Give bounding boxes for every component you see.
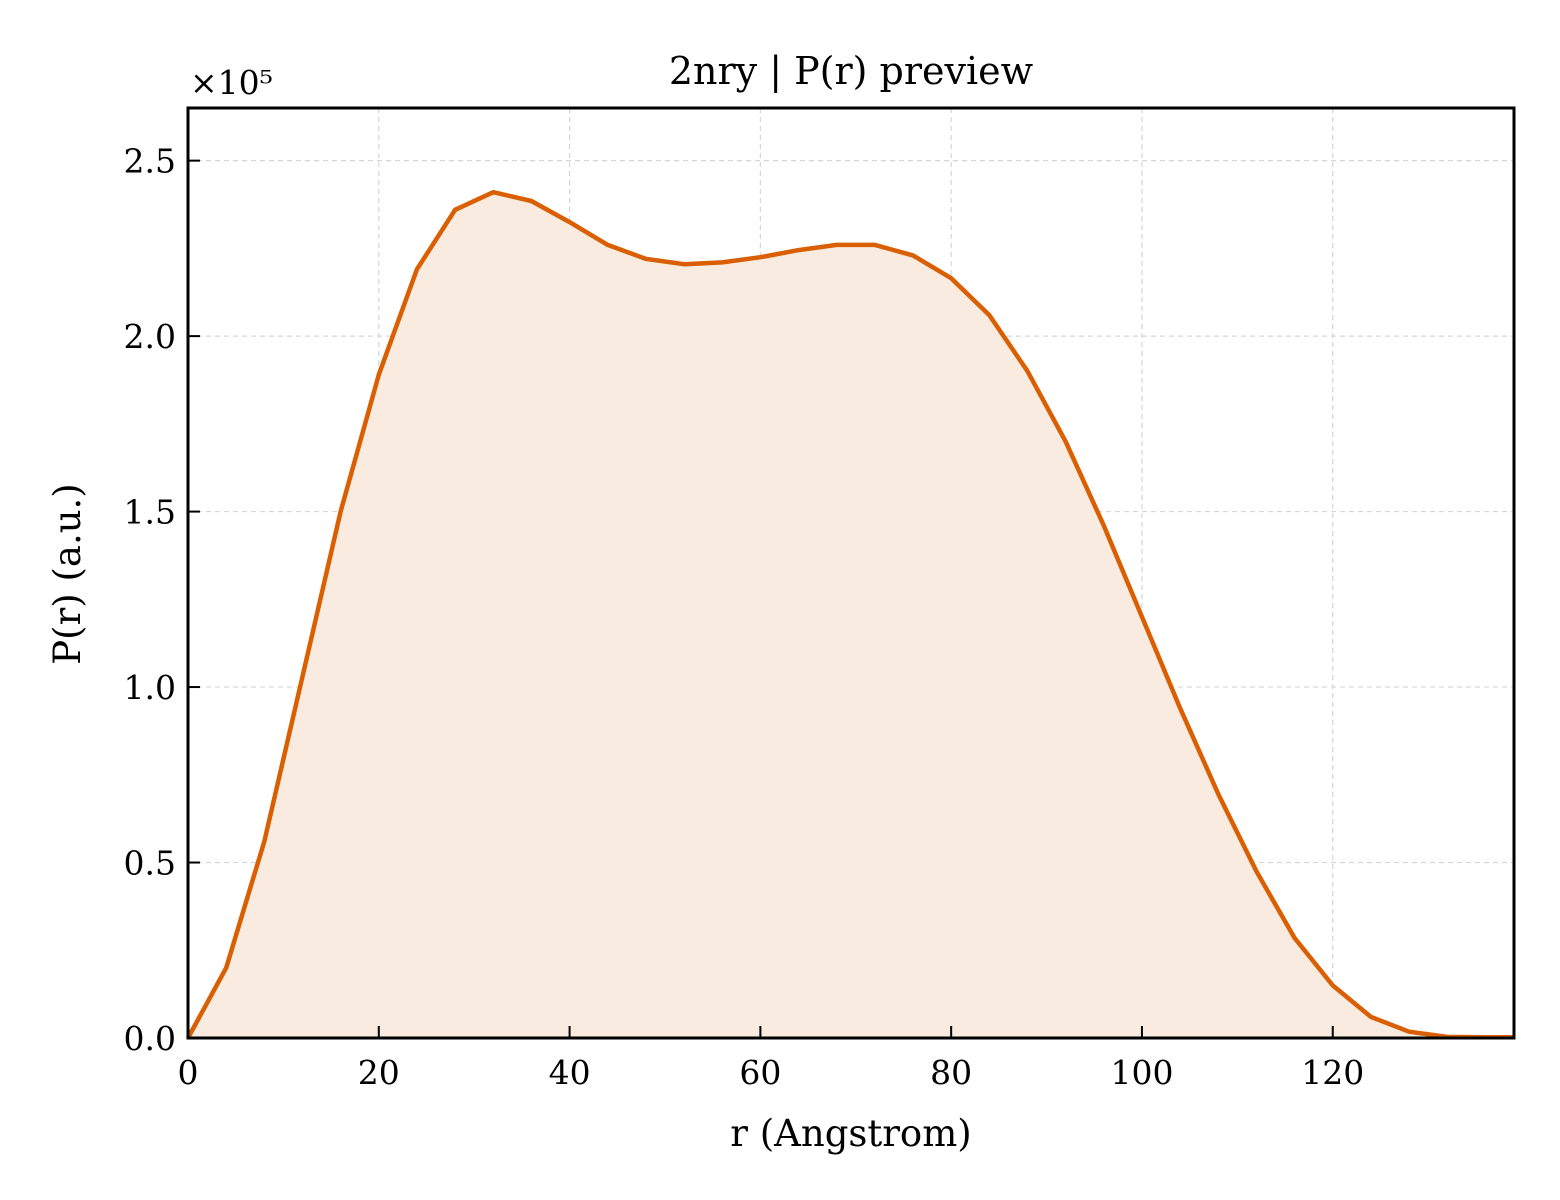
pr-series-line [186,189,1514,1040]
x-axis-label: r (Angstrom) [730,1112,971,1155]
y-tick-label: 0.5 [124,844,176,883]
plot-frame [186,106,1516,1040]
x-tick-label: 40 [549,1053,591,1092]
x-tick-label: 80 [930,1053,972,1092]
y-scale-exponent-label: ×10⁵ [190,63,273,102]
y-axis-label: P(r) (a.u.) [46,483,89,665]
y-tick-label: 2.0 [124,317,176,356]
pr-area-fill [188,192,1514,1038]
x-tick-label: 0 [178,1053,199,1092]
y-tick-label: 1.0 [124,668,176,707]
y-tick-label: 2.5 [124,142,176,181]
x-tick-label: 120 [1301,1053,1364,1092]
x-tick-label: 100 [1110,1053,1173,1092]
y-tick-label: 0.0 [124,1019,176,1058]
x-tick-label: 20 [358,1053,400,1092]
chart-title: 2nry | P(r) preview [669,49,1034,93]
y-tick-label: 1.5 [124,493,176,532]
x-tick-label: 60 [739,1053,781,1092]
